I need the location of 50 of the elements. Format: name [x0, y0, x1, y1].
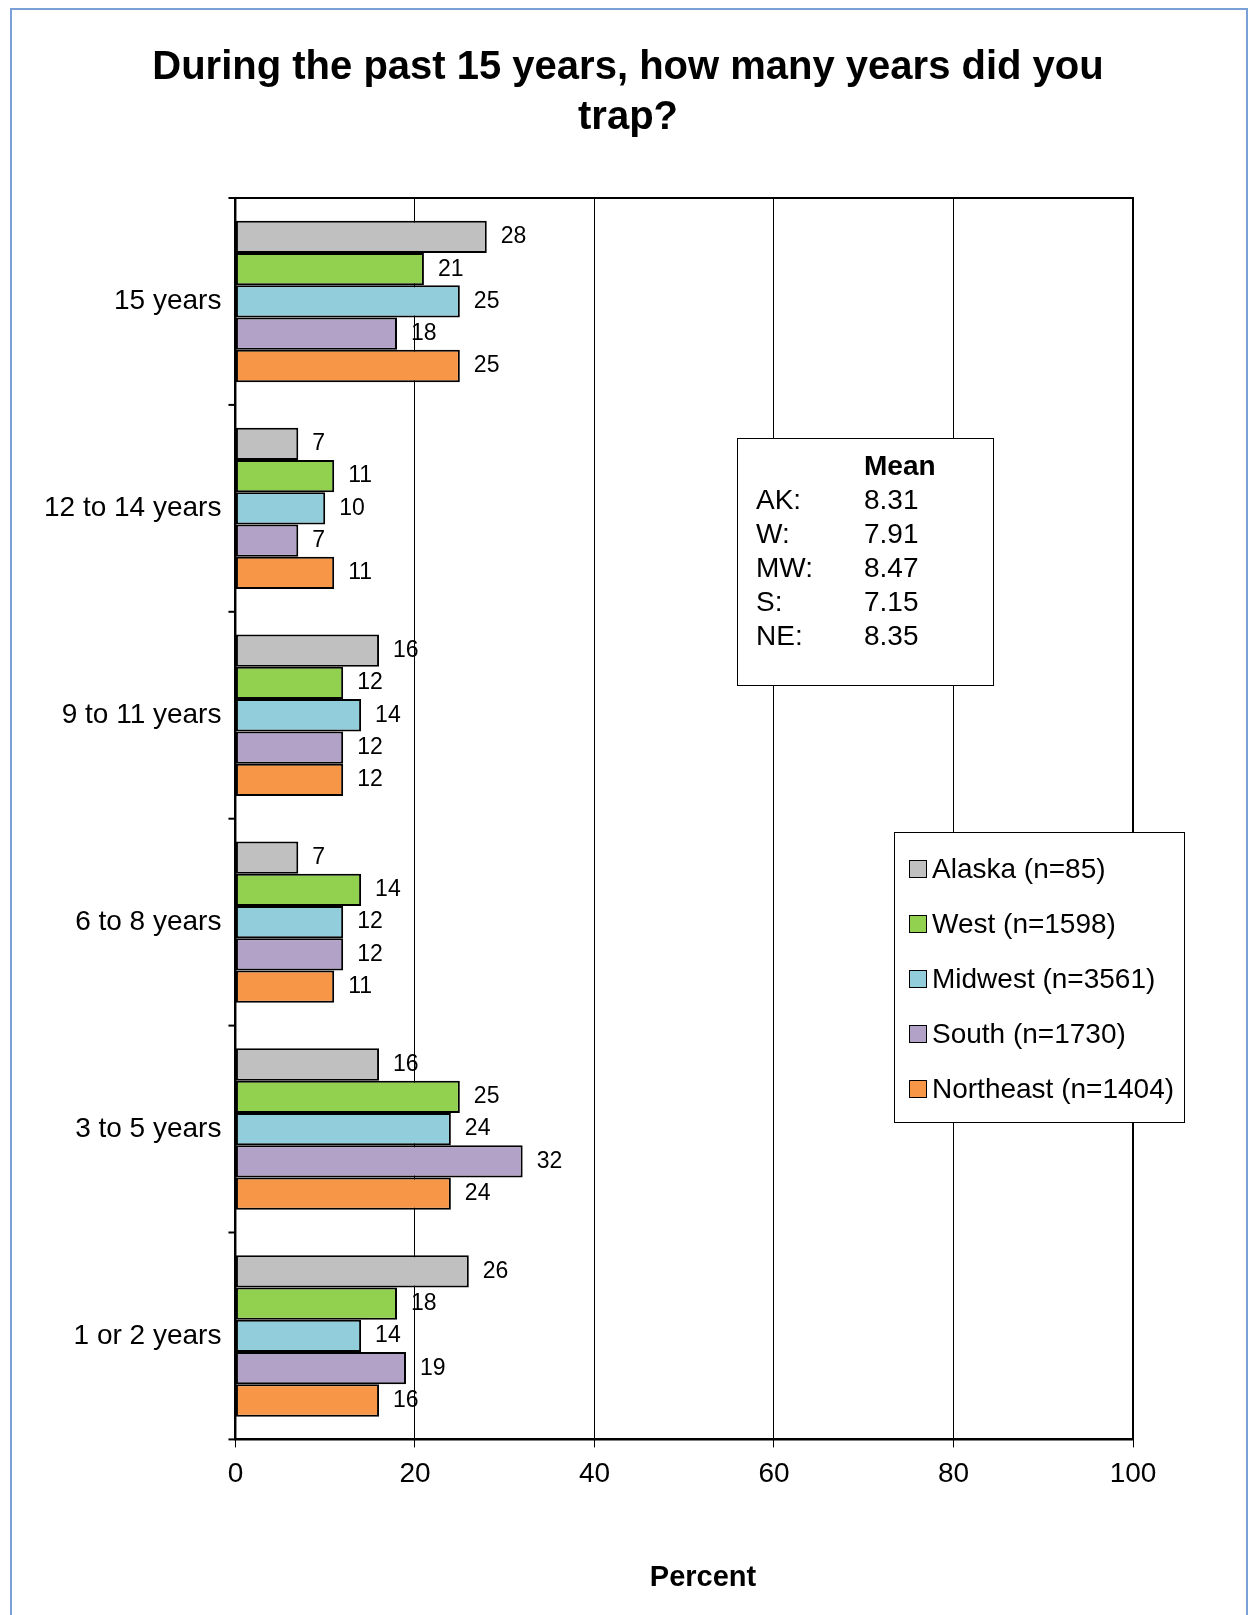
annotation: Mean [863, 449, 937, 483]
data-label: 7 [312, 525, 326, 552]
legend-label: Alaska (n=85) [932, 852, 1106, 885]
data-label: 11 [348, 461, 373, 488]
x-tick-label: 100 [1109, 1456, 1157, 1488]
data-label: 14 [375, 1321, 401, 1348]
data-label: 25 [473, 1082, 500, 1109]
x-tick-label: 20 [399, 1456, 431, 1488]
y-tick-label: 12 to 14 years [43, 491, 222, 523]
data-label: 26 [482, 1256, 509, 1283]
data-label: 12 [357, 668, 383, 695]
y-tick-label: 6 to 8 years [75, 904, 222, 936]
chart-title: During the past 15 years, how many years did you trap? [151, 42, 1105, 139]
data-label: 11 [348, 972, 373, 999]
x-tick-label: 80 [937, 1456, 970, 1488]
x-tick-label: 60 [758, 1456, 790, 1488]
x-tick-label: 0 [227, 1456, 244, 1488]
data-label: 24 [464, 1114, 491, 1141]
data-label: 11 [348, 558, 373, 585]
data-label: 14 [375, 700, 401, 727]
text: NE: 8.35 [756, 620, 919, 651]
text: W: 7.91 [756, 518, 919, 549]
text: AK: 8.31 [756, 484, 919, 515]
x-tick-label: 40 [578, 1456, 611, 1488]
data-label: 21 [437, 254, 464, 281]
y-tick-label: 9 to 11 years [61, 697, 222, 729]
data-label: 19 [419, 1353, 446, 1380]
data-label: 12 [357, 907, 383, 934]
data-label: 25 [473, 286, 500, 313]
text: S: 7.15 [756, 586, 919, 617]
data-label: 7 [312, 842, 326, 869]
legend-label: Midwest (n=3561) [932, 962, 1156, 995]
data-label: 12 [357, 732, 383, 759]
data-label: 25 [473, 351, 500, 378]
data-label: 7 [312, 429, 326, 456]
data-label: 12 [357, 765, 383, 792]
y-tick-label: 15 years [114, 284, 222, 316]
y-tick-label: 3 to 5 years [75, 1111, 222, 1143]
data-label: 10 [339, 493, 365, 520]
legend-label: Northeast (n=1404) [932, 1072, 1175, 1105]
legend-label: South (n=1730) [932, 1017, 1126, 1050]
y-tick-label: 1 or 2 years [73, 1318, 222, 1350]
data-label: 14 [375, 875, 401, 902]
data-label: 12 [357, 939, 383, 966]
data-label: 32 [536, 1146, 563, 1173]
data-label: 28 [500, 222, 527, 249]
text: MW: 8.47 [756, 552, 919, 583]
legend-label: West (n=1598) [932, 907, 1116, 940]
x-axis-title: Percent [648, 1560, 758, 1593]
data-label: 24 [464, 1178, 491, 1205]
